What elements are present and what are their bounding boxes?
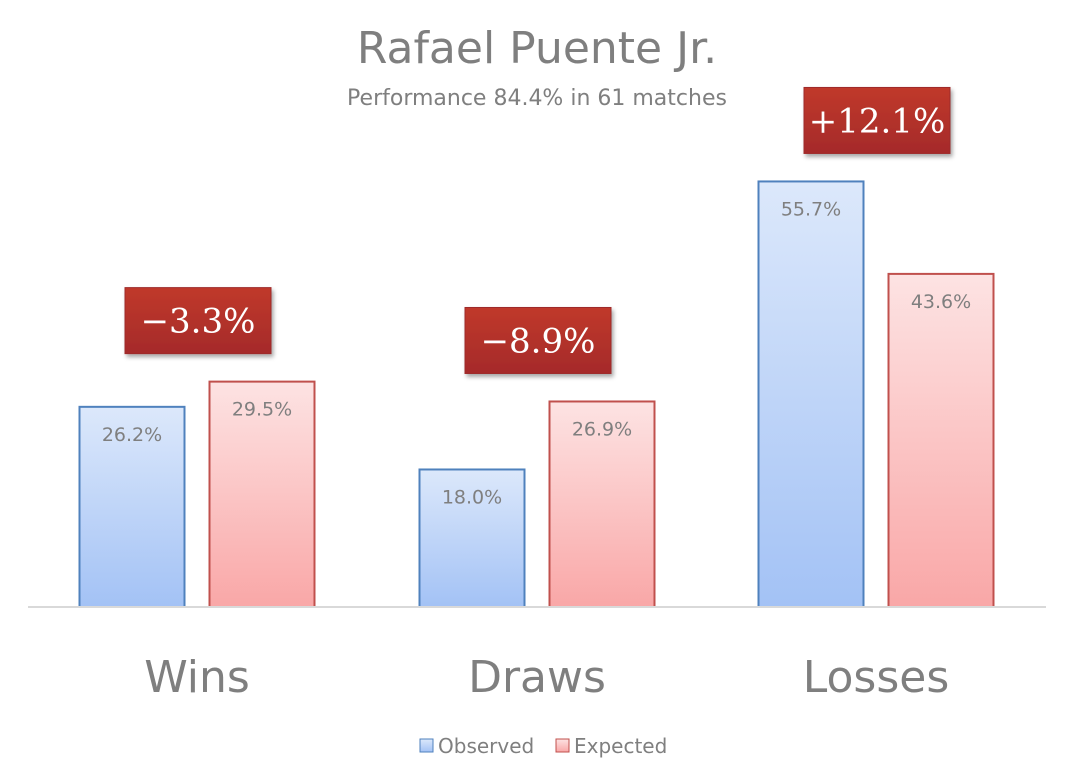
bar-observed-losses [757,180,865,608]
bar-observed-wins [78,405,186,608]
legend: Observed Expected [419,734,667,758]
data-label-observed-draws: 18.0% [442,486,502,508]
chart-title: Rafael Puente Jr. [357,23,717,74]
category-label-losses: Losses [803,652,950,703]
legend-label-observed: Observed [438,734,534,758]
data-label-expected-wins: 29.5% [232,399,292,421]
category-label-draws: Draws [468,652,606,703]
data-label-observed-losses: 55.7% [781,198,841,220]
bar-expected-losses [887,272,995,608]
bar-expected-wins [208,380,316,608]
data-label-expected-draws: 26.9% [572,418,632,440]
legend-swatch-observed [419,738,434,753]
legend-label-expected: Expected [574,734,667,758]
difference-badge-wins [124,287,272,355]
difference-badges: −3.3% −8.9% +12.1% [124,86,951,374]
difference-badge-losses [803,86,951,154]
legend-swatch-expected [555,738,570,753]
chart-subtitle: Performance 84.4% in 61 matches [347,86,727,111]
difference-badge-draws [464,306,612,374]
category-labels: Wins Draws Losses [144,652,949,703]
difference-value-draws: −8.9% [481,321,596,361]
data-label-expected-losses: 43.6% [911,291,971,313]
bars-group: 26.2% 29.5% 18.0% 26.9% 55.7% 43.6% [78,180,995,609]
data-label-observed-wins: 26.2% [102,424,162,446]
difference-value-losses: +12.1% [809,101,946,141]
category-label-wins: Wins [144,652,250,703]
bar-observed-draws [418,468,526,609]
bar-expected-draws [548,400,656,609]
difference-value-wins: −3.3% [141,302,256,342]
